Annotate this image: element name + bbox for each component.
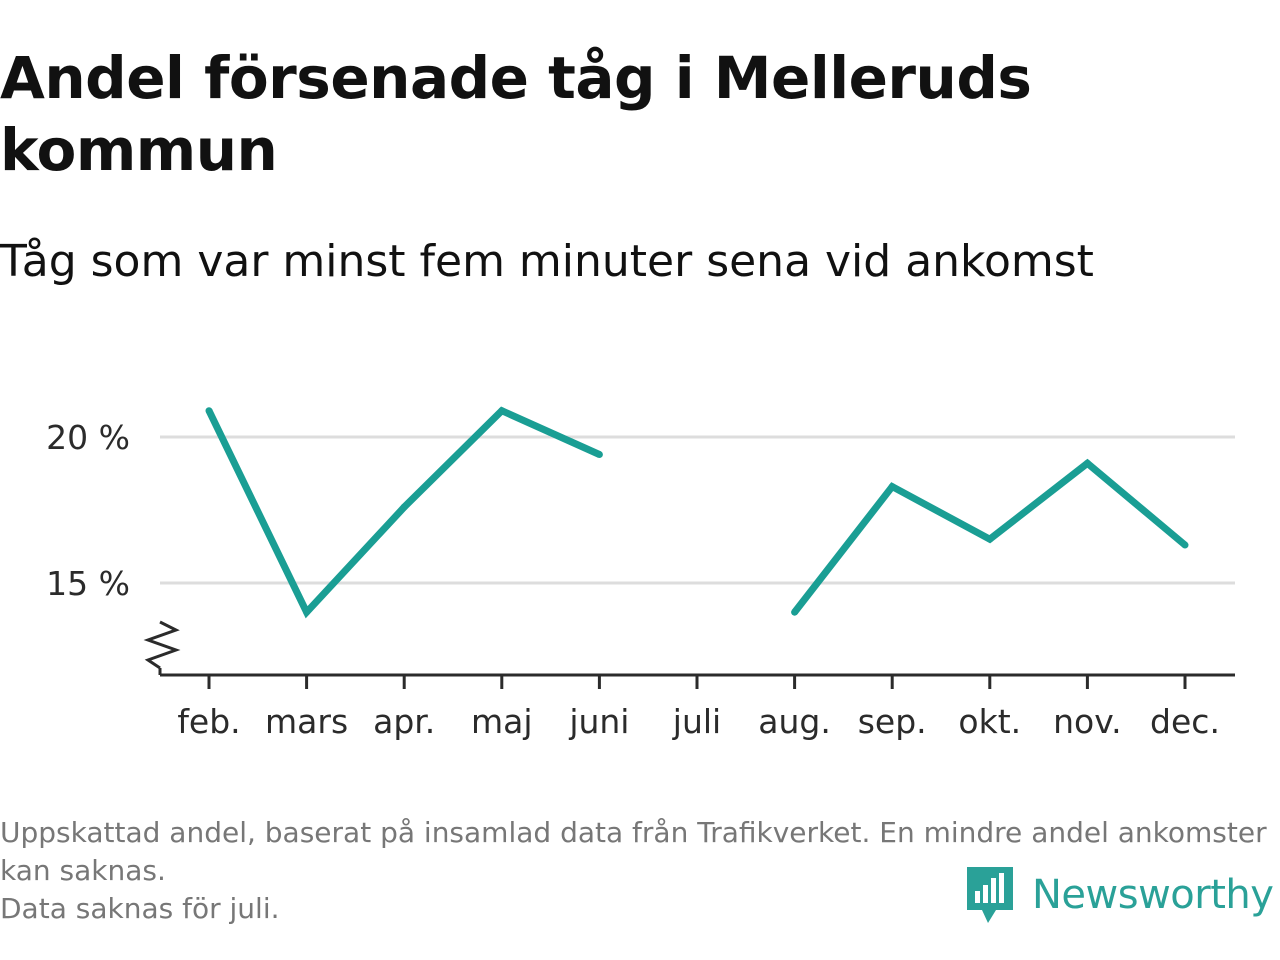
series-lines [205,406,1189,619]
x-tick-label: mars [265,702,348,741]
newsworthy-chart-logo-icon [967,867,1013,923]
y-tick-label: 20 % [46,418,130,457]
chart-subtitle: Tåg som var minst fem minuter sena vid a… [0,236,1094,287]
axis-break-zigzag [143,620,181,670]
x-tick-label: apr. [373,702,435,741]
data-point [595,451,603,459]
x-tick-label: maj [471,702,533,741]
x-tick-labels: feb. mars apr. maj juni juli aug. sep. okt. nov. d… [177,702,1220,741]
data-point [1083,459,1091,467]
footer-missing-data-note: Data saknas för juli. [0,892,280,925]
data-point [400,503,408,511]
line-chart: 15 % 20 % feb. mars apr. maj juni juli aug. sep.… [46,406,1235,741]
footer-note: Uppskattad andel, baserat på insamlad da… [0,814,1270,928]
y-tick-labels: 15 % 20 % [46,418,130,603]
newsworthy-logo[interactable]: Newsworthy [964,862,1274,928]
data-point [791,608,799,616]
y-tick-label: 15 % [46,564,130,603]
x-tick-label: juli [672,702,721,741]
x-tick-label: dec. [1150,702,1220,741]
chart-title: Andel försenade tåg i Melleruds kommun [0,44,1032,184]
brand-name: Newsworthy [1032,872,1274,918]
data-point [498,407,506,415]
x-tick-label: feb. [177,702,240,741]
x-tick-label: sep. [858,702,927,741]
x-tick-label: juni [568,702,629,741]
data-point [986,535,994,543]
x-tick-label: aug. [758,702,831,741]
data-point [888,483,896,491]
data-point [205,407,213,415]
x-tick-label: okt. [958,702,1021,741]
data-point [1181,541,1189,549]
x-tick-label: nov. [1053,702,1122,741]
footer-source-note: Uppskattad andel, baserat på insamlad da… [0,816,1267,887]
grid-lines [160,435,1235,585]
x-axis [143,620,1235,689]
data-point [303,608,311,616]
